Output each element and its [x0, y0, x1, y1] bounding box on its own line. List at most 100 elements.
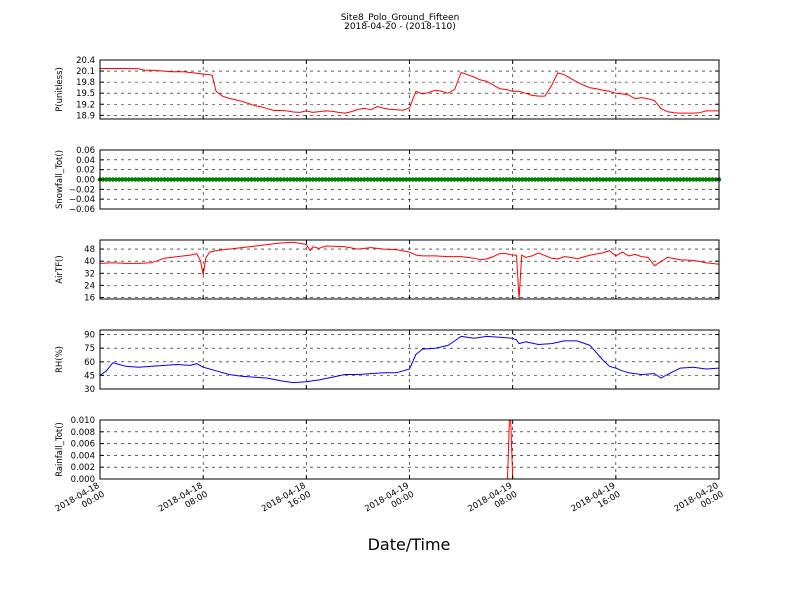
data-point — [526, 177, 531, 182]
data-point — [581, 177, 586, 182]
data-point — [426, 177, 432, 182]
y-tick-label: 20.1 — [76, 67, 95, 77]
data-point — [649, 177, 654, 182]
data-point — [159, 177, 164, 182]
y-tick-label: 18.9 — [76, 111, 95, 121]
data-point — [707, 177, 712, 182]
data-point — [407, 177, 412, 182]
y-tick-label: 0.02 — [76, 166, 95, 176]
data-point — [652, 177, 657, 182]
y-tick-label: 0.002 — [71, 463, 95, 473]
data-point — [139, 177, 145, 182]
series-line — [99, 335, 720, 384]
data-point — [136, 177, 141, 182]
data-point — [475, 177, 480, 182]
chart-panel-1: 18.919.219.519.820.120.4 P(unitless) — [55, 56, 720, 121]
data-point — [323, 177, 328, 182]
data-point — [404, 177, 409, 182]
data-point — [258, 177, 264, 182]
data-point — [539, 177, 544, 182]
y-tick-label: 0.000 — [71, 475, 95, 485]
data-point — [616, 177, 622, 182]
y-tick-label: 0.04 — [76, 156, 95, 166]
y-tick-label: −0.02 — [69, 185, 95, 195]
data-point — [130, 177, 135, 182]
data-point — [645, 177, 651, 182]
data-point — [494, 177, 499, 182]
data-point — [584, 177, 590, 182]
data-point — [436, 177, 441, 182]
data-point — [610, 177, 615, 182]
data-point — [200, 177, 206, 182]
data-point — [384, 177, 390, 182]
figure-subtitle: 2018-04-20 - (2018-110) — [344, 22, 456, 32]
y-tick-label: 0.008 — [71, 428, 95, 438]
data-point — [632, 177, 638, 182]
data-point — [262, 177, 267, 182]
data-point — [465, 177, 470, 182]
data-point — [549, 177, 554, 182]
data-point — [294, 177, 299, 182]
data-point — [568, 177, 573, 182]
data-point — [594, 177, 599, 182]
data-point — [368, 177, 374, 182]
data-point — [433, 177, 438, 182]
data-point — [529, 177, 535, 182]
data-point — [513, 177, 519, 182]
data-point — [220, 177, 225, 182]
data-point — [629, 177, 635, 182]
data-point — [123, 177, 128, 182]
data-point — [171, 177, 177, 182]
data-point — [574, 177, 580, 182]
data-point — [687, 177, 693, 182]
data-point — [326, 177, 332, 182]
data-point — [678, 177, 683, 182]
data-point — [423, 177, 428, 182]
data-point — [149, 177, 154, 182]
y-tick-label: 32 — [84, 269, 95, 279]
y-tick-label: 0.00 — [76, 176, 95, 186]
data-point — [600, 177, 606, 182]
data-point — [642, 177, 648, 182]
chart-panel-2: −0.06−0.04−0.020.000.020.040.06 Snowfall_… — [55, 146, 722, 215]
data-point — [571, 177, 577, 182]
data-point — [694, 177, 699, 182]
data-point — [394, 177, 399, 182]
data-point — [181, 177, 187, 182]
x-axis-title: Date/Time — [368, 535, 451, 554]
data-point — [491, 177, 496, 182]
data-point — [236, 177, 241, 182]
data-point — [484, 177, 490, 182]
data-point — [603, 177, 609, 182]
data-point — [429, 177, 435, 182]
series-line — [99, 241, 720, 300]
data-point — [533, 177, 538, 182]
data-point — [671, 177, 677, 182]
y-axis-label: RH(%) — [55, 346, 65, 373]
data-point — [420, 177, 425, 182]
data-point — [375, 177, 380, 182]
data-point — [133, 177, 138, 182]
data-point — [233, 177, 238, 182]
data-point — [358, 177, 364, 182]
data-point — [362, 177, 367, 182]
data-point — [165, 177, 170, 182]
y-tick-label: 30 — [84, 385, 95, 395]
y-tick-label: 0.010 — [71, 416, 95, 426]
data-point — [413, 177, 419, 182]
data-point — [387, 177, 393, 182]
data-point — [458, 177, 464, 182]
data-point — [487, 177, 493, 182]
data-point — [565, 177, 570, 182]
data-point — [442, 177, 448, 182]
data-point — [210, 177, 216, 182]
data-point — [265, 177, 270, 182]
data-point — [113, 177, 119, 182]
data-point — [204, 177, 209, 182]
data-point — [188, 177, 193, 182]
data-point — [333, 177, 338, 182]
data-point — [497, 177, 502, 182]
data-point — [317, 177, 322, 182]
data-point — [542, 177, 548, 182]
data-point — [562, 177, 567, 182]
